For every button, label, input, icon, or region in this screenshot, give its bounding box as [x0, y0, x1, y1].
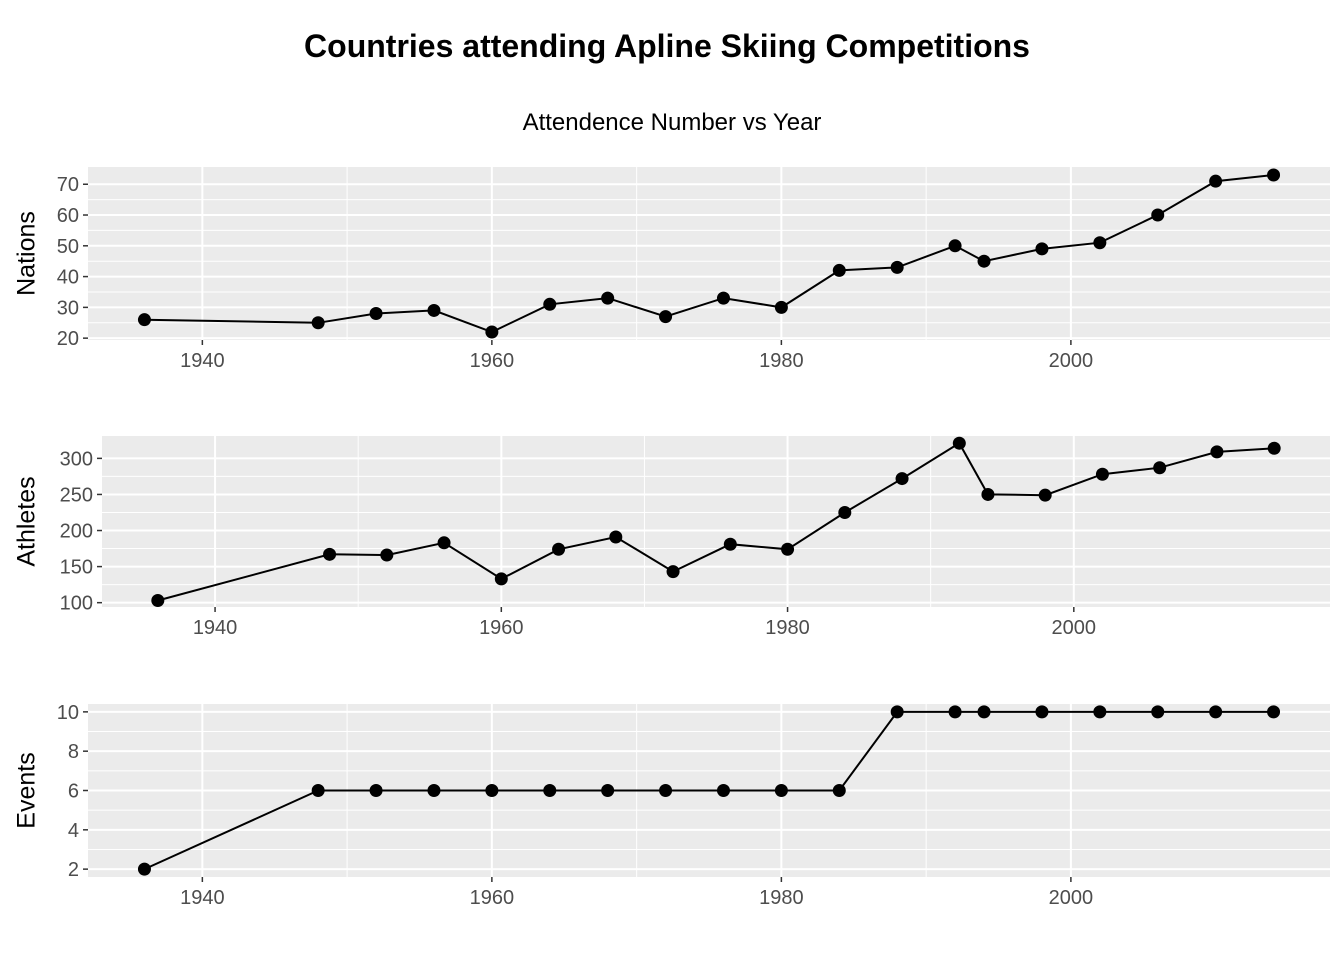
data-point	[609, 530, 623, 544]
data-point	[890, 705, 904, 719]
data-point	[659, 310, 673, 324]
data-point	[427, 303, 441, 317]
x-tick-label: 2000	[1052, 617, 1097, 639]
y-tick-label: 2	[68, 859, 79, 881]
y-tick-label: 200	[60, 521, 93, 543]
y-axis-title: Events	[13, 752, 41, 828]
data-point	[838, 505, 852, 519]
x-tick-label: 1940	[180, 887, 225, 909]
data-point	[716, 291, 730, 305]
data-point	[1095, 467, 1109, 481]
data-point	[369, 307, 383, 321]
data-point	[1210, 445, 1224, 459]
data-point	[977, 705, 991, 719]
data-point	[890, 260, 904, 274]
data-point	[948, 239, 962, 253]
data-point	[1209, 705, 1223, 719]
data-point	[659, 784, 673, 797]
data-point	[151, 594, 165, 608]
y-tick-label: 70	[57, 174, 79, 196]
data-point	[552, 542, 566, 556]
y-tick-label: 4	[68, 820, 79, 842]
data-point	[895, 472, 909, 486]
data-point	[543, 297, 557, 311]
data-point	[1151, 208, 1165, 222]
data-point	[543, 784, 557, 797]
panel-background	[88, 167, 1330, 340]
data-point	[774, 300, 788, 314]
data-point	[666, 565, 680, 579]
data-point	[781, 542, 795, 556]
data-point	[774, 784, 788, 797]
x-tick-label: 1980	[759, 887, 804, 909]
data-point	[948, 705, 962, 719]
data-point	[832, 784, 846, 797]
data-point	[716, 784, 730, 797]
data-point	[832, 263, 846, 277]
y-tick-label: 40	[57, 267, 79, 289]
x-tick-label: 1960	[470, 350, 515, 372]
data-point	[981, 487, 995, 501]
x-tick-label: 1980	[759, 350, 804, 372]
x-tick-label: 1940	[180, 350, 225, 372]
panel-background	[102, 436, 1330, 607]
data-point	[137, 313, 151, 327]
y-tick-label: 6	[68, 781, 79, 803]
x-tick-label: 1960	[479, 617, 524, 639]
data-point	[1267, 168, 1281, 182]
chart-title: Countries attending Apline Skiing Compet…	[304, 28, 1030, 64]
data-point	[1038, 488, 1052, 502]
data-point	[311, 316, 325, 330]
data-point	[485, 784, 499, 797]
data-point	[1093, 705, 1107, 719]
panel-events: 1940 1960 1980 2000 2 4 6 8 10 Events	[13, 702, 1330, 909]
data-point	[601, 291, 615, 305]
data-point	[1035, 705, 1049, 719]
data-point	[952, 436, 966, 450]
data-point	[1267, 441, 1281, 455]
panel-athletes: 1940 1960 1980 2000 100 150 200 250 300 Athletes	[13, 436, 1330, 639]
data-point	[369, 784, 383, 797]
data-point	[1267, 705, 1281, 719]
data-point	[1035, 242, 1049, 256]
data-point	[380, 548, 394, 562]
y-tick-label: 10	[57, 702, 79, 724]
data-point	[977, 254, 991, 268]
y-tick-label: 30	[57, 297, 79, 319]
y-tick-label: 250	[60, 484, 93, 506]
data-point	[1209, 174, 1223, 188]
y-tick-label: 60	[57, 205, 79, 227]
data-point	[311, 784, 325, 797]
y-tick-label: 8	[68, 741, 79, 763]
x-tick-label: 1960	[470, 887, 515, 909]
data-point	[323, 547, 337, 561]
data-point	[494, 572, 508, 586]
y-tick-label: 100	[60, 593, 93, 615]
data-point	[1151, 705, 1165, 719]
data-point	[1093, 236, 1107, 250]
y-tick-label: 20	[57, 328, 79, 350]
data-point	[137, 862, 151, 876]
data-point	[1153, 461, 1167, 475]
y-axis-title: Nations	[13, 211, 41, 296]
data-point	[437, 536, 451, 550]
data-point	[485, 325, 499, 339]
x-tick-label: 2000	[1049, 887, 1094, 909]
y-tick-label: 150	[60, 557, 93, 579]
data-point	[601, 784, 615, 797]
x-tick-label: 1940	[193, 617, 238, 639]
data-point	[723, 537, 737, 551]
data-point	[427, 784, 441, 797]
y-tick-label: 300	[60, 448, 93, 470]
y-tick-label: 50	[57, 236, 79, 258]
chart-subtitle: Attendence Number vs Year	[523, 109, 822, 136]
x-tick-label: 1980	[765, 617, 810, 639]
x-tick-label: 2000	[1049, 350, 1094, 372]
panel-nations: 1940 1960 1980 2000 20 30 40 50 60 70 Nations	[13, 167, 1330, 372]
y-axis-title: Athletes	[13, 476, 41, 566]
